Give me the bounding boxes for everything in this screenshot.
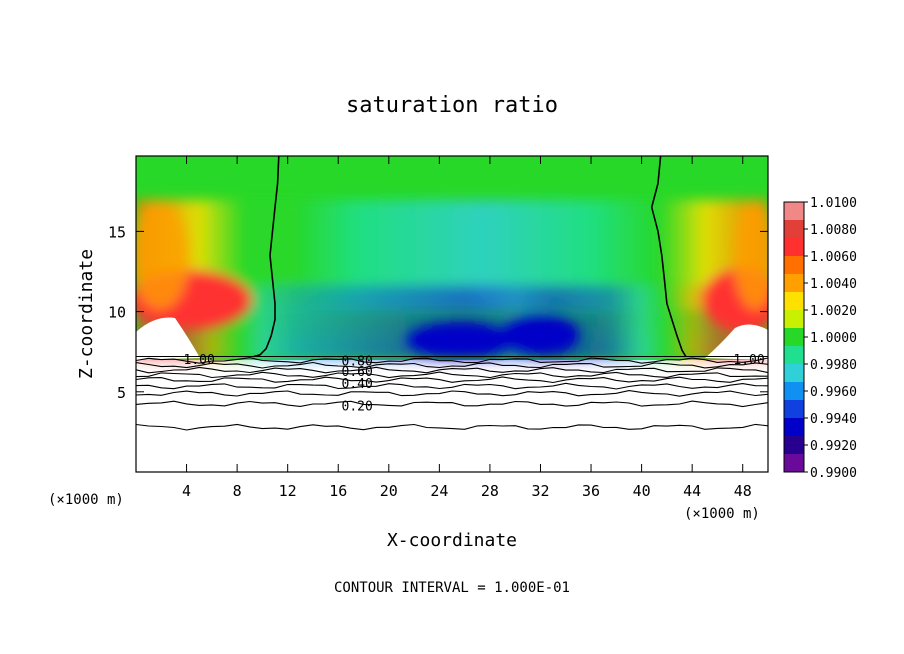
colorbar-swatch [784, 220, 804, 239]
chart-title: saturation ratio [346, 93, 558, 118]
x-tick-label: 12 [279, 482, 297, 500]
contour-lines: 1.00 1.00 0.800.600.40 0.20 [136, 156, 768, 431]
contour-line-0.90 [136, 357, 768, 364]
contour-line-0.10 [136, 423, 768, 431]
colorbar-swatch [784, 364, 804, 383]
y-tick-label: 15 [108, 223, 126, 241]
y-tick-label: 10 [108, 304, 126, 322]
colorbar-swatch [784, 418, 804, 437]
field-centre-trough-2 [500, 315, 580, 355]
contour-line-0.80 [136, 361, 768, 369]
x-unit-left: (×1000 m) [48, 492, 124, 508]
saturation-contour-1-00 [650, 156, 687, 357]
colorbar-label: 1.0020 [810, 304, 857, 319]
y-axis-ticks: 5 10 15 [108, 223, 768, 402]
colorbar-swatch [784, 256, 804, 275]
field-shading [136, 200, 768, 360]
colorbar: 1.0100 1.0080 1.0060 1.0040 1.0020 1.0000 0.99… [783, 196, 857, 481]
colorbar-label: 1.0080 [810, 223, 857, 238]
colorbar-swatch [784, 202, 804, 220]
colorbar-swatch [784, 454, 804, 473]
x-tick-label: 8 [233, 482, 242, 500]
field-right-upper-warm [733, 200, 768, 310]
colorbar-label: 0.9920 [810, 439, 857, 454]
colorbar-label: 0.9960 [810, 385, 857, 400]
contour-line-0.70 [136, 366, 768, 374]
x-tick-label: 44 [683, 482, 701, 500]
x-unit-right: (×1000 m) [684, 506, 760, 522]
field-right-clear-patch [705, 324, 768, 360]
contour-label: 0.20 [342, 399, 373, 414]
x-axis-ticks: 4 8 12 16 20 24 28 32 36 40 44 48 [182, 156, 752, 500]
contour-label: 1.00 [184, 353, 215, 368]
colorbar-swatch [784, 346, 804, 365]
colorbar-label: 0.9980 [810, 358, 857, 373]
contour-label: 1.00 [733, 353, 764, 368]
colorbar-swatch [784, 292, 804, 311]
colorbar-swatch [784, 382, 804, 401]
contour-line-0.50 [136, 376, 768, 384]
x-tick-label: 48 [734, 482, 752, 500]
colorbar-swatch [784, 274, 804, 293]
contour-line-0.40 [136, 382, 768, 390]
x-tick-label: 4 [182, 482, 191, 500]
contour-line-0.20 [136, 400, 768, 408]
colorbar-swatch [784, 400, 804, 419]
contour-label: 0.40 [342, 377, 373, 392]
x-tick-label: 36 [582, 482, 600, 500]
x-tick-label: 20 [380, 482, 398, 500]
colorbar-swatch [784, 238, 804, 257]
colorbar-label: 1.0100 [810, 196, 857, 211]
y-axis-label: Z-coordinate [76, 249, 97, 379]
contour-line-0.30 [136, 390, 768, 397]
colorbar-label: 1.0040 [810, 277, 857, 292]
field-left-clear-patch [136, 317, 200, 360]
colorbar-label: 0.9940 [810, 412, 857, 427]
colorbar-label: 1.0060 [810, 250, 857, 265]
plot-frame [135, 155, 769, 473]
x-axis-label: X-coordinate [387, 530, 517, 551]
x-tick-label: 28 [481, 482, 499, 500]
saturation-field: 1.00 1.00 0.800.600.40 0.20 [136, 156, 768, 472]
x-tick-label: 24 [430, 482, 448, 500]
colorbar-label: 0.9900 [810, 466, 857, 481]
x-tick-label: 16 [329, 482, 347, 500]
colorbar-label: 1.0000 [810, 331, 857, 346]
contour-label: 0.60 [342, 365, 373, 380]
x-tick-label: 32 [531, 482, 549, 500]
colorbar-swatch [784, 436, 804, 455]
colorbar-swatch [784, 310, 804, 329]
field-centre-trough [405, 322, 515, 358]
contour-interval-note: CONTOUR INTERVAL = 1.000E-01 [334, 580, 570, 596]
x-tick-label: 40 [633, 482, 651, 500]
field-left-upper-warm [136, 200, 190, 310]
y-tick-label: 5 [117, 384, 126, 402]
contour-line-0.60 [136, 371, 768, 379]
contour-label: 0.80 [342, 355, 373, 370]
saturation-contour-1-00 [253, 156, 280, 358]
colorbar-swatch [784, 328, 804, 347]
